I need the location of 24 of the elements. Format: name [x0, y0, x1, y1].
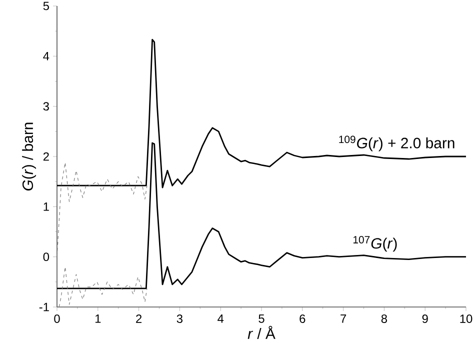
x-axis-title: r / Å	[248, 326, 276, 340]
x-tick-label: 9	[422, 314, 428, 323]
y-tick-label: 4	[43, 52, 50, 60]
x-tick-label: 3	[176, 314, 182, 323]
x-tick-label: 4	[218, 314, 224, 323]
annotation: $^{109}$G(r) + 2.0 barn	[339, 136, 454, 152]
x-tick-label: 7	[340, 314, 346, 323]
x-tick-label: 5	[258, 314, 264, 323]
y-tick-label: 5	[43, 2, 49, 10]
y-tick-label: 3	[43, 102, 49, 111]
x-tick-label: 2	[136, 314, 142, 323]
y-tick-label: 0	[43, 252, 50, 262]
y-tick-label: -1	[39, 302, 49, 312]
annotation: $^{107}$G(r)	[353, 236, 397, 252]
y-tick-label: 2	[43, 152, 49, 161]
y-tick-label: 1	[44, 202, 49, 211]
line-series	[58, 266, 148, 308]
line-series	[56, 162, 148, 258]
x-tick-label: 6	[300, 314, 306, 323]
x-tick-label: 1	[95, 314, 101, 323]
x-tick-label: 10	[460, 314, 472, 323]
x-tick-label: 0	[54, 314, 60, 323]
x-tick-label: 8	[381, 314, 388, 323]
y-axis-title: G(r) / barn	[22, 122, 36, 190]
